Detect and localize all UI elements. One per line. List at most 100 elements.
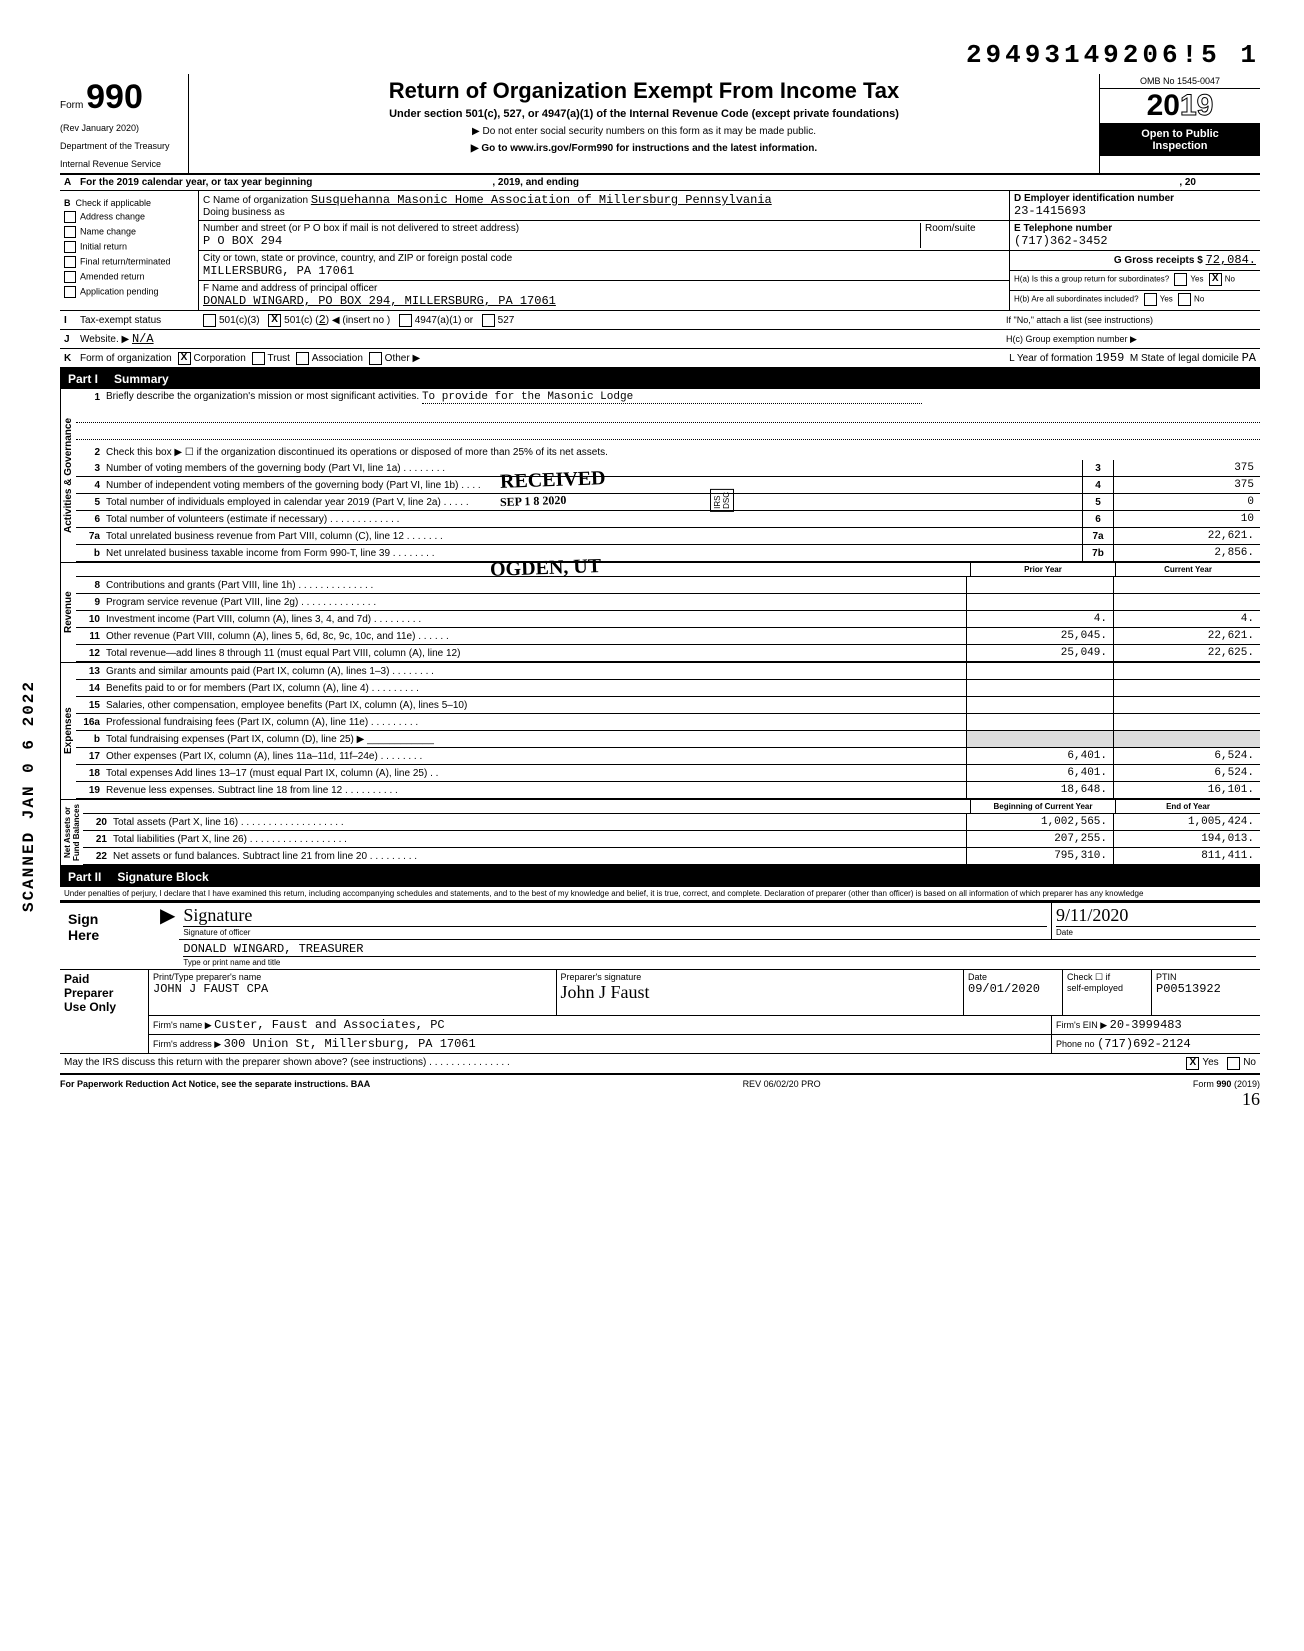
handwritten-page-num: 16 bbox=[60, 1089, 1260, 1110]
line-18-num: 18 bbox=[76, 768, 106, 779]
column-c: C Name of organization Susquehanna Mason… bbox=[199, 191, 1009, 310]
line-9-py bbox=[966, 594, 1113, 610]
ha-no[interactable]: X bbox=[1209, 273, 1222, 286]
opt-initial-return: Initial return bbox=[80, 241, 127, 251]
cb-527[interactable] bbox=[482, 314, 495, 327]
line-13-num: 13 bbox=[76, 666, 106, 677]
line-4-box: 4 bbox=[1082, 477, 1113, 493]
city-label: City or town, state or province, country… bbox=[203, 253, 512, 264]
line-18-py: 6,401. bbox=[966, 765, 1113, 781]
line-16b-text: Total fundraising expenses (Part IX, col… bbox=[106, 732, 966, 747]
line-16a-py bbox=[966, 714, 1113, 730]
cb-initial-return[interactable] bbox=[64, 241, 76, 253]
phone-value: (717)362-3452 bbox=[1014, 234, 1108, 248]
ein-value: 23-1415693 bbox=[1014, 204, 1086, 218]
line-1-num: 1 bbox=[76, 392, 106, 403]
line-11-py: 25,045. bbox=[966, 628, 1113, 644]
line-12-py: 25,049. bbox=[966, 645, 1113, 661]
form-org-label: Form of organization bbox=[80, 353, 172, 364]
cb-other[interactable] bbox=[369, 352, 382, 365]
ha-yes[interactable] bbox=[1174, 273, 1187, 286]
instruction-line-1: ▶ Do not enter social security numbers o… bbox=[197, 126, 1091, 137]
opt-trust: Trust bbox=[268, 353, 290, 364]
prior-year-hdr: Prior Year bbox=[970, 563, 1115, 576]
line-20-py: 1,002,565. bbox=[966, 814, 1113, 830]
cb-trust[interactable] bbox=[252, 352, 265, 365]
form-header: Form 990 (Rev January 2020) Department o… bbox=[60, 74, 1260, 175]
form-number: 990 bbox=[86, 78, 143, 116]
hb-yes[interactable] bbox=[1144, 293, 1157, 306]
line-21-text: Total liabilities (Part X, line 26) . . … bbox=[113, 832, 966, 847]
opt-4947: 4947(a)(1) or bbox=[415, 315, 473, 326]
footer-center: REV 06/02/20 PRO bbox=[743, 1079, 821, 1089]
line-6-num: 6 bbox=[76, 514, 106, 525]
cb-name-change[interactable] bbox=[64, 226, 76, 238]
revenue-section: Revenue Prior YearCurrent Year 8Contribu… bbox=[60, 563, 1260, 663]
line-3-box: 3 bbox=[1082, 460, 1113, 476]
hb-no[interactable] bbox=[1178, 293, 1191, 306]
cb-501c3[interactable] bbox=[203, 314, 216, 327]
line-19-cy: 16,101. bbox=[1113, 782, 1260, 798]
ein-label: D Employer identification number bbox=[1014, 193, 1174, 204]
opt-other: Other ▶ bbox=[385, 353, 420, 364]
street-label: Number and street (or P O box if mail is… bbox=[203, 223, 519, 234]
sub-title: Under section 501(c), 527, or 4947(a)(1)… bbox=[197, 108, 1091, 120]
year-formation-label: L Year of formation bbox=[1009, 353, 1093, 364]
line-7b-num: b bbox=[76, 548, 106, 559]
label-j: J bbox=[64, 334, 80, 345]
opt-501c: 501(c) ( bbox=[284, 315, 318, 326]
firm-phone-label: Phone no bbox=[1056, 1039, 1095, 1049]
preparer-date-label: Date bbox=[968, 972, 987, 982]
line-17-py: 6,401. bbox=[966, 748, 1113, 764]
page-footer: For Paperwork Reduction Act Notice, see … bbox=[60, 1075, 1260, 1089]
line-12-text: Total revenue—add lines 8 through 11 (mu… bbox=[106, 646, 966, 661]
self-employed-label: Check ☐ if self-employed bbox=[1063, 970, 1152, 1016]
line-22-text: Net assets or fund balances. Subtract li… bbox=[113, 849, 966, 864]
discuss-yes[interactable]: X bbox=[1186, 1057, 1199, 1070]
line-2-num: 2 bbox=[76, 447, 106, 458]
net-assets-section: Net Assets or Fund Balances Beginning of… bbox=[60, 800, 1260, 867]
line-22-num: 22 bbox=[83, 851, 113, 862]
gross-value: 72,084. bbox=[1206, 253, 1256, 267]
officer-signature: Signature bbox=[183, 905, 1047, 926]
footer-right: Form 990 (2019) bbox=[1193, 1079, 1260, 1089]
cb-501c[interactable]: X bbox=[268, 314, 281, 327]
city-value: MILLERSBURG, PA 17061 bbox=[203, 264, 354, 278]
arrow-icon: ▶ bbox=[156, 903, 179, 969]
line-7b-val: 2,856. bbox=[1113, 545, 1260, 561]
current-year-hdr: Current Year bbox=[1115, 563, 1260, 576]
firm-phone: (717)692-2124 bbox=[1097, 1037, 1191, 1051]
line-11-text: Other revenue (Part VIII, column (A), li… bbox=[106, 629, 966, 644]
cb-address-change[interactable] bbox=[64, 211, 76, 223]
tax-year: 2019 bbox=[1100, 89, 1260, 124]
preparer-signature: John J Faust bbox=[561, 982, 650, 1002]
line-15-py bbox=[966, 697, 1113, 713]
cb-4947[interactable] bbox=[399, 314, 412, 327]
vlabel-expenses: Expenses bbox=[60, 663, 76, 799]
cb-application-pending[interactable] bbox=[64, 286, 76, 298]
part-1-label: Part I bbox=[68, 372, 98, 386]
line-10-cy: 4. bbox=[1113, 611, 1260, 627]
dept-treasury: Department of the Treasury bbox=[60, 141, 180, 151]
firm-addr-label: Firm's address ▶ bbox=[153, 1039, 221, 1049]
line-22-py: 795,310. bbox=[966, 848, 1113, 864]
discuss-no[interactable] bbox=[1227, 1057, 1240, 1070]
cb-final-return[interactable] bbox=[64, 256, 76, 268]
cb-association[interactable] bbox=[296, 352, 309, 365]
row-i: I Tax-exempt status 501(c)(3) X501(c) (2… bbox=[60, 311, 1260, 330]
line-13-cy bbox=[1113, 663, 1260, 679]
line-18-cy: 6,524. bbox=[1113, 765, 1260, 781]
main-title: Return of Organization Exempt From Incom… bbox=[197, 78, 1091, 104]
cb-amended-return[interactable] bbox=[64, 271, 76, 283]
omb-number: OMB No 1545-0047 bbox=[1100, 74, 1260, 89]
line-17-cy: 6,524. bbox=[1113, 748, 1260, 764]
line-18-text: Total expenses Add lines 13–17 (must equ… bbox=[106, 766, 966, 781]
line-13-text: Grants and similar amounts paid (Part IX… bbox=[106, 664, 966, 679]
firm-name-label: Firm's name ▶ bbox=[153, 1020, 212, 1030]
line-12-cy: 22,625. bbox=[1113, 645, 1260, 661]
line-8-cy bbox=[1113, 577, 1260, 593]
instruction-line-2: ▶ Go to www.irs.gov/Form990 for instruct… bbox=[197, 143, 1091, 154]
scanned-stamp: SCANNED JAN 0 6 2022 bbox=[20, 680, 38, 912]
opt-name-change: Name change bbox=[80, 226, 136, 236]
cb-corporation[interactable]: X bbox=[178, 352, 191, 365]
